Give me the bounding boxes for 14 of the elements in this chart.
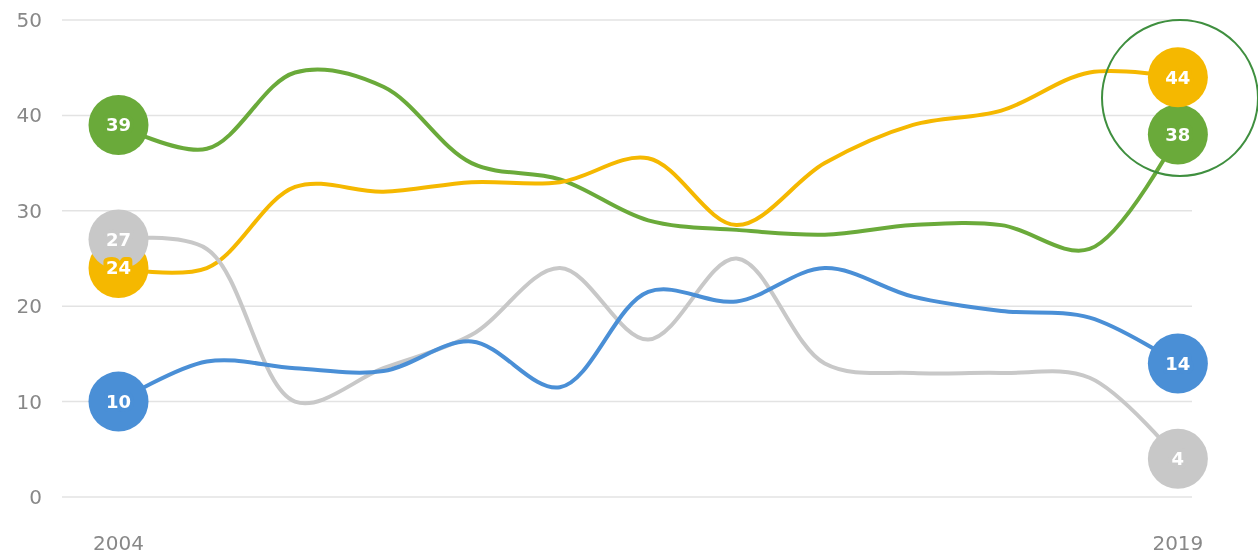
y-tick-label: 0 [29,485,42,509]
data-label: 39 [105,114,132,136]
y-tick-label: 10 [16,389,42,414]
x-tick-label: 2004 [93,531,144,555]
data-label: 38 [1165,123,1191,145]
data-label: 24 [105,257,132,279]
x-tick-label: 2019 [1152,531,1204,555]
data-label: 44 [1165,66,1191,88]
y-tick-label: 40 [16,103,42,128]
y-tick-label: 50 [16,8,42,32]
data-label: 10 [105,390,132,412]
data-label: 14 [1165,352,1191,374]
y-tick-label: 20 [16,294,42,319]
y-tick-label: 30 [16,198,42,223]
